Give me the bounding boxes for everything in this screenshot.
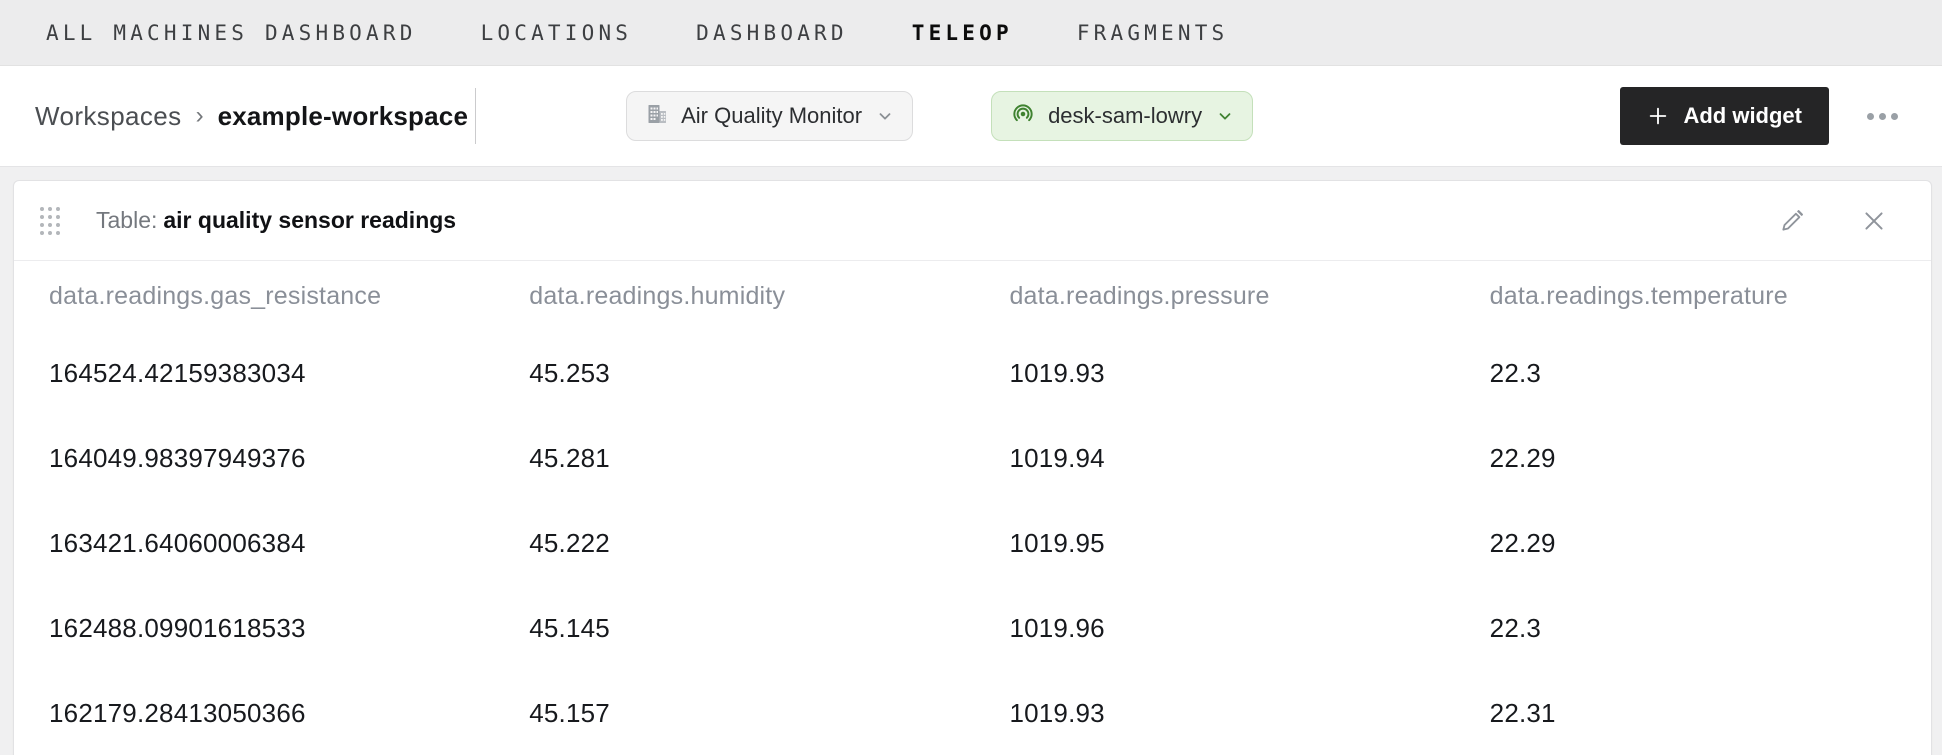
device-selector-dropdown[interactable]: desk-sam-lowry — [991, 91, 1254, 141]
edit-widget-button[interactable] — [1775, 204, 1809, 238]
device-selector-label: desk-sam-lowry — [1048, 103, 1203, 128]
cell-humidity: 45.145 — [529, 613, 610, 643]
breadcrumb-workspaces-link[interactable]: Workspaces — [35, 100, 182, 131]
cell-gas-resistance: 164524.42159383034 — [49, 358, 306, 388]
building-icon — [645, 102, 669, 131]
cell-pressure: 1019.95 — [1009, 528, 1105, 558]
cell-temperature: 22.3 — [1489, 613, 1542, 643]
chevron-down-icon — [876, 107, 894, 125]
cell-humidity: 45.253 — [529, 358, 610, 388]
drag-handle-icon[interactable] — [40, 206, 60, 235]
selector-group: Air Quality Monitor desk-sam-lowry — [626, 91, 1254, 141]
workspace-title[interactable]: example-workspace — [217, 100, 469, 131]
cell-humidity: 45.281 — [529, 443, 610, 473]
cell-humidity: 45.222 — [529, 528, 610, 558]
sensor-readings-table: data.readings.gas_resistance data.readin… — [14, 261, 1931, 755]
cell-temperature: 22.29 — [1489, 528, 1556, 558]
cell-pressure: 1019.93 — [1009, 358, 1105, 388]
cell-pressure: 1019.93 — [1009, 698, 1105, 728]
table-row: 164049.98397949376 45.281 1019.94 22.29 — [49, 416, 1896, 501]
table-widget-card: Table: air quality sensor readings — [13, 180, 1932, 755]
cell-temperature: 22.3 — [1489, 358, 1542, 388]
cell-temperature: 22.31 — [1489, 698, 1556, 728]
machine-selector-label: Air Quality Monitor — [681, 103, 863, 128]
breadcrumb-separator-icon: › — [195, 102, 204, 129]
column-header: data.readings.humidity — [529, 281, 786, 310]
cell-temperature: 22.29 — [1489, 443, 1556, 473]
cell-gas-resistance: 162179.28413050366 — [49, 698, 306, 728]
title-divider — [475, 88, 477, 144]
column-header: data.readings.temperature — [1489, 281, 1788, 310]
widget-name: air quality sensor readings — [163, 207, 457, 233]
widget-type-label: Table: — [96, 207, 158, 233]
close-widget-button[interactable] — [1857, 204, 1891, 238]
dashboard-canvas: Table: air quality sensor readings — [0, 167, 1942, 755]
table-row: 163421.64060006384 45.222 1019.95 22.29 — [49, 501, 1896, 586]
table-row: 164524.42159383034 45.253 1019.93 22.3 — [49, 331, 1896, 416]
chevron-down-icon — [1216, 107, 1234, 125]
plus-icon — [1647, 105, 1669, 127]
table-header-row: data.readings.gas_resistance data.readin… — [49, 261, 1896, 331]
cell-gas-resistance: 164049.98397949376 — [49, 443, 306, 473]
column-header: data.readings.gas_resistance — [49, 281, 382, 310]
add-widget-button[interactable]: Add widget — [1620, 87, 1829, 145]
broadcast-icon — [1010, 101, 1036, 132]
table-row: 162488.09901618533 45.145 1019.96 22.3 — [49, 586, 1896, 671]
widget-actions — [1775, 204, 1891, 238]
cell-gas-resistance: 162488.09901618533 — [49, 613, 306, 643]
toolbar-actions: Add widget — [1620, 87, 1900, 145]
top-nav: ALL MACHINES DASHBOARD LOCATIONS DASHBOA… — [0, 0, 1942, 66]
nav-item-teleop[interactable]: TELEOP — [911, 20, 1013, 45]
cell-pressure: 1019.96 — [1009, 613, 1105, 643]
pencil-icon — [1779, 208, 1805, 234]
cell-pressure: 1019.94 — [1009, 443, 1105, 473]
cell-humidity: 45.157 — [529, 698, 610, 728]
widget-title: Table: air quality sensor readings — [96, 207, 456, 234]
ellipsis-icon — [1867, 112, 1874, 120]
table-row: 162179.28413050366 45.157 1019.93 22.31 — [49, 671, 1896, 755]
add-widget-label: Add widget — [1683, 103, 1802, 128]
breadcrumb: Workspaces › example-workspace — [35, 88, 477, 144]
nav-item-fragments[interactable]: FRAGMENTS — [1076, 20, 1229, 45]
widget-header: Table: air quality sensor readings — [14, 181, 1931, 261]
close-icon — [1861, 208, 1887, 234]
nav-item-all-machines-dashboard[interactable]: ALL MACHINES DASHBOARD — [46, 20, 417, 45]
machine-selector-dropdown[interactable]: Air Quality Monitor — [626, 91, 914, 141]
nav-item-dashboard[interactable]: DASHBOARD — [696, 20, 848, 45]
cell-gas-resistance: 163421.64060006384 — [49, 528, 306, 558]
nav-item-locations[interactable]: LOCATIONS — [480, 20, 633, 45]
column-header: data.readings.pressure — [1009, 281, 1270, 310]
more-options-button[interactable] — [1865, 105, 1900, 128]
workspace-toolbar: Workspaces › example-workspace — [0, 66, 1942, 167]
